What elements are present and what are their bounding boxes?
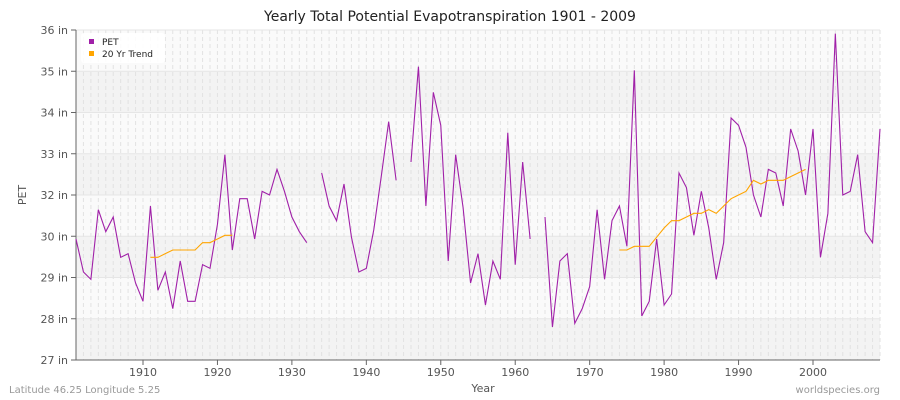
pet-series-line <box>75 154 308 309</box>
legend-label-trend: 20 Yr Trend <box>102 50 153 60</box>
y-tick-label: 28 in <box>40 313 68 326</box>
x-tick-label: 1980 <box>650 366 678 379</box>
x-axis-label: Year <box>470 382 495 395</box>
trend-series-line <box>619 168 806 251</box>
footer-site[interactable]: worldspecies.org <box>795 385 880 396</box>
y-tick-label: 29 in <box>40 272 68 285</box>
y-tick-label: 33 in <box>40 148 68 161</box>
pet-series-line <box>544 33 881 328</box>
y-tick-label: 32 in <box>40 189 68 202</box>
grid-band <box>76 30 880 72</box>
y-axis-label: PET <box>16 185 29 206</box>
footer-location: Latitude 46.25 Longitude 5.25 <box>9 385 161 396</box>
x-tick-label: 1990 <box>725 366 753 379</box>
x-tick-label: 1960 <box>501 366 529 379</box>
y-tick-label: 34 in <box>40 107 68 120</box>
chart-title: Yearly Total Potential Evapotranspiratio… <box>263 9 636 25</box>
legend: PET 20 Yr Trend <box>81 33 165 63</box>
y-tick-label: 36 in <box>40 24 68 37</box>
pet-series-line <box>321 121 397 273</box>
legend-swatch-pet <box>89 39 94 44</box>
grid-band <box>76 71 880 113</box>
x-tick-label: 1930 <box>278 366 306 379</box>
x-tick-label: 1970 <box>576 366 604 379</box>
legend-swatch-trend <box>89 51 94 56</box>
grid-band <box>76 153 880 195</box>
x-tick-label: 2000 <box>799 366 827 379</box>
legend-label-pet: PET <box>102 38 119 48</box>
x-tick-label: 1950 <box>427 366 455 379</box>
x-tick-label: 1910 <box>129 366 157 379</box>
y-tick-label: 30 in <box>40 230 68 243</box>
x-tick-label: 1920 <box>203 366 231 379</box>
grid-band <box>76 112 880 154</box>
y-tick-label: 27 in <box>40 354 68 367</box>
trend-series-line <box>150 234 233 258</box>
x-tick-label: 1940 <box>352 366 380 379</box>
y-tick-label: 35 in <box>40 65 68 78</box>
pet-series-line <box>410 66 531 306</box>
